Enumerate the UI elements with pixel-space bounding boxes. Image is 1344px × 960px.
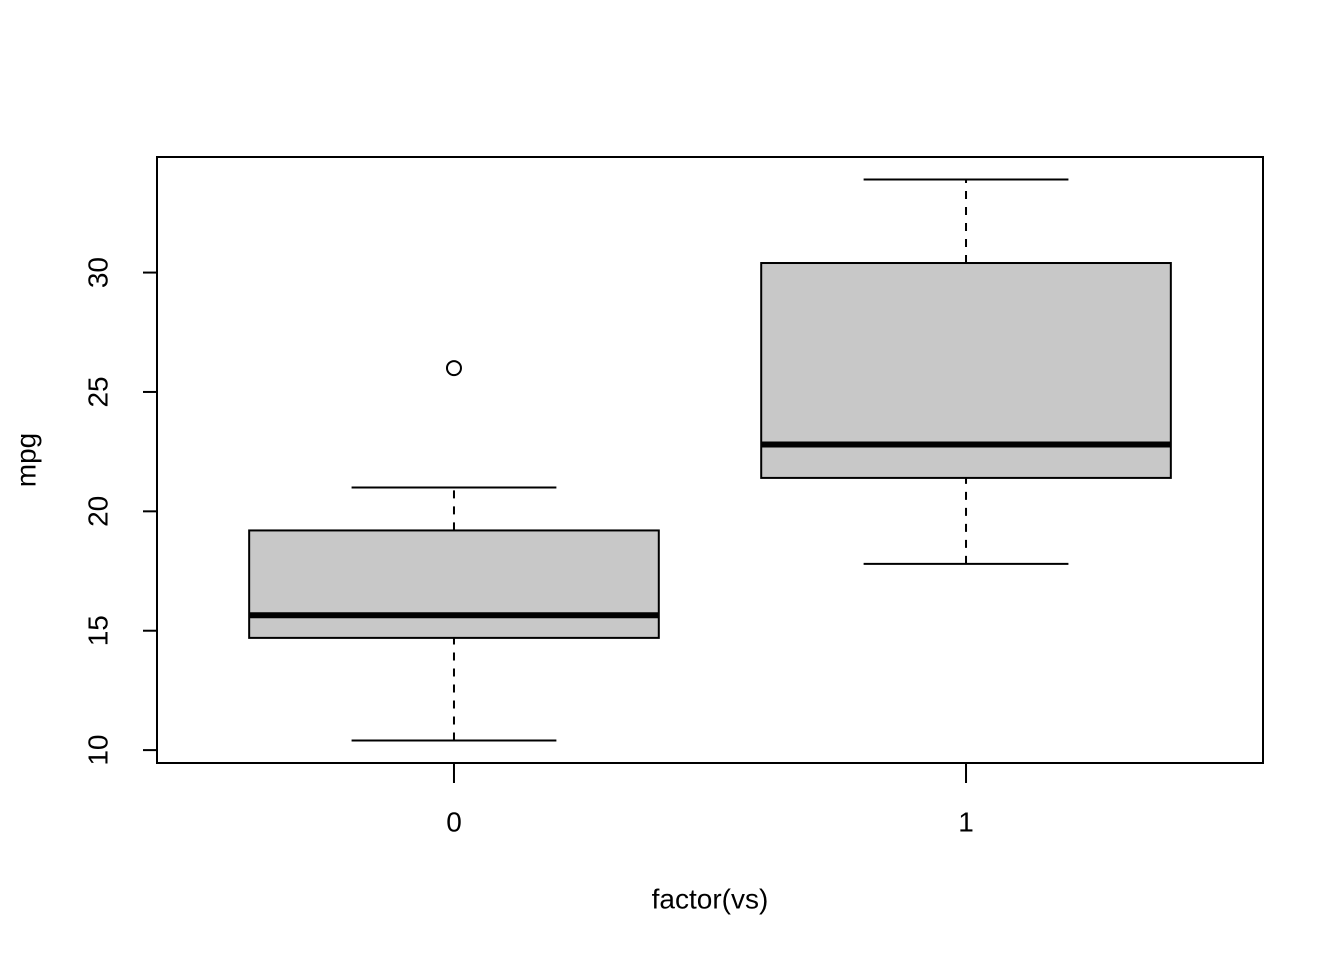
- y-tick-label: 25: [82, 376, 113, 407]
- x-tick-label: 0: [446, 806, 462, 837]
- y-tick-label: 30: [82, 257, 113, 288]
- x-tick-label: 1: [958, 806, 974, 837]
- x-axis-label: factor(vs): [652, 883, 769, 914]
- y-tick-label: 20: [82, 496, 113, 527]
- y-axis-label: mpg: [10, 433, 41, 487]
- y-tick-label: 10: [82, 735, 113, 766]
- box: [248, 529, 660, 639]
- outlier: [445, 360, 462, 377]
- y-tick-label: 15: [82, 615, 113, 646]
- plot-frame: [156, 156, 1264, 764]
